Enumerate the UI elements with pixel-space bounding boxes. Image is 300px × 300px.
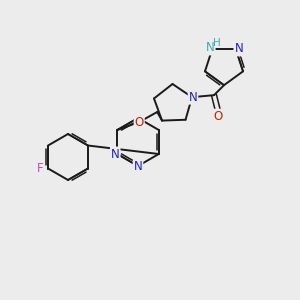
Text: N: N: [134, 160, 142, 173]
Text: N: N: [234, 43, 243, 56]
Text: N: N: [111, 148, 120, 160]
Text: O: O: [213, 110, 223, 123]
Text: O: O: [135, 116, 144, 128]
Text: N: N: [206, 41, 214, 55]
Text: H: H: [213, 38, 221, 48]
Text: F: F: [37, 162, 44, 175]
Text: N: N: [189, 91, 197, 104]
